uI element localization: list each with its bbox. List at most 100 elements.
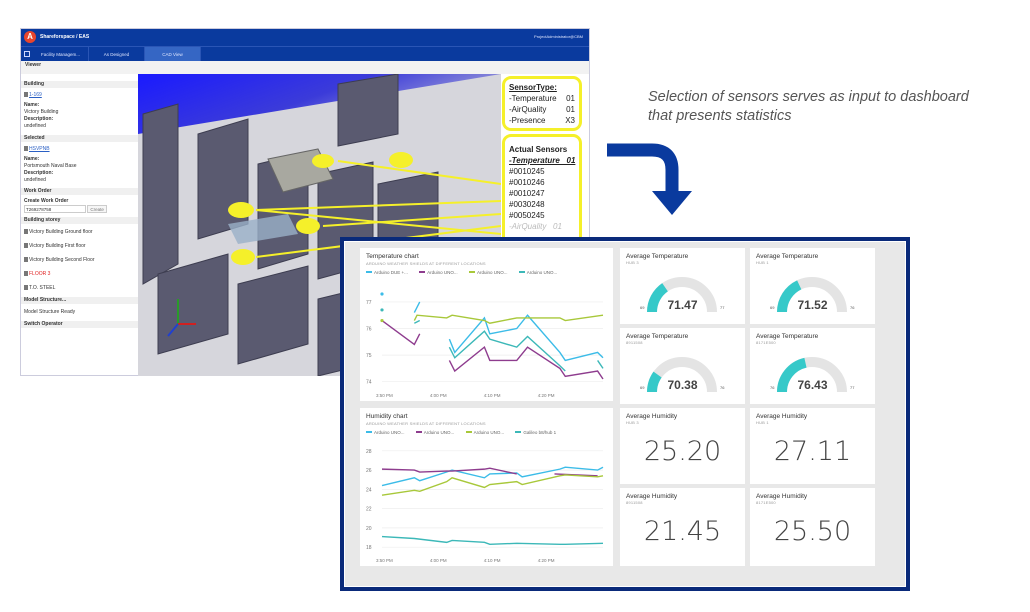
user-account[interactable]: ProjectAdministrator@CBM <box>534 34 583 39</box>
gauge-max-label: 77 <box>850 385 855 390</box>
sensor-id[interactable]: #0010245 <box>509 167 545 176</box>
sensor-id[interactable]: #0010246 <box>509 178 545 187</box>
series-point <box>380 292 384 296</box>
sensor-group-airquality[interactable]: -AirQuality 01 <box>509 222 562 231</box>
tile-subtitle: 8171E500 <box>756 500 776 505</box>
storey-item[interactable]: Victory Building First floor <box>29 243 86 250</box>
legend-item[interactable]: Arduino UNO... <box>415 430 454 435</box>
sensor-group-temperature[interactable]: -Temperature 01 <box>509 156 576 165</box>
sensor-type-name: -Presence <box>509 116 546 125</box>
legend-item[interactable]: Arduino UNO... <box>419 270 458 275</box>
humidity-chart-card[interactable]: Humidity chart ARDUINO WEATHER SHIELDS A… <box>360 408 613 566</box>
series-line <box>448 330 566 372</box>
selected-heading: Selected <box>21 135 138 142</box>
x-tick-label: 4:00 PM <box>430 558 447 563</box>
series-line <box>597 360 604 369</box>
sensor-type-name: -Temperature <box>509 94 557 103</box>
legend-item[interactable]: Arduino DUE +... <box>366 270 408 275</box>
gauge-min-label: 69 <box>640 385 645 390</box>
sensor-markers <box>228 152 413 265</box>
y-tick-label: 77 <box>366 300 372 306</box>
gauge-min-label: 69 <box>640 305 645 310</box>
x-tick-label: 4:20 PM <box>538 558 555 563</box>
tile-subtitle: HUB 1 <box>756 260 769 265</box>
storey-item[interactable]: T.O. STEEL <box>29 285 56 292</box>
y-tick-label: 18 <box>366 545 372 551</box>
app-title: Shareforspace / EAS <box>40 34 90 40</box>
sensor-id[interactable]: #0050245 <box>509 211 545 220</box>
storey-item[interactable]: Victory Building Ground floor <box>29 229 93 236</box>
average-temperature-tile[interactable]: Average Temperature 8171E500 76.43 76 77 <box>750 328 875 404</box>
average-temperature-tile[interactable]: Average Temperature 8911508 70.38 69 76 <box>620 328 745 404</box>
tab-as-designed[interactable]: As Designed <box>89 47 145 62</box>
legend-item[interactable]: Arduino UNO... <box>468 270 507 275</box>
sensor-id[interactable]: #0010247 <box>509 189 545 198</box>
sensor-type-count: 01 <box>566 94 575 103</box>
sensor-id[interactable]: #0030248 <box>509 200 545 209</box>
sensor-type-box: SensorType: -Temperature 01 -AirQuality 01… <box>502 76 582 131</box>
gauge-max-label: 77 <box>720 305 725 310</box>
tile-title: Average Temperature <box>626 253 689 260</box>
tab-facility-management[interactable]: Facility Managem... <box>33 47 89 62</box>
average-temperature-tile[interactable]: Average Temperature HUB 3 71.47 69 77 <box>620 248 745 324</box>
model-structure-heading: Model Structure... <box>21 297 138 305</box>
selected-name: Portsmouth Naval Base <box>24 163 77 169</box>
floor-icon <box>24 243 28 249</box>
series-point <box>380 318 384 323</box>
app-logo-icon: A <box>24 31 36 43</box>
tile-title: Average Humidity <box>756 493 808 500</box>
chart-subtitle: ARDUINO WEATHER SHIELDS AT DIFFERENT LOC… <box>366 421 486 426</box>
legend-item[interactable]: Galileo b8/hub 1 <box>515 430 556 435</box>
series-line <box>448 314 604 362</box>
storey-item-selected[interactable]: FLOOR 3 <box>29 271 51 278</box>
chart-legend: Arduino DUE +... Arduino UNO... Arduino … <box>366 270 567 275</box>
series-line <box>381 535 604 545</box>
selected-link[interactable]: HSVPNB <box>29 146 50 152</box>
create-work-order-label: Create Work Order <box>24 198 69 204</box>
gauge-max-label: 76 <box>720 385 725 390</box>
tile-subtitle: HUB 3 <box>626 420 639 425</box>
gauge-fill <box>647 283 669 313</box>
gauge-value: 71.52 <box>797 298 828 312</box>
gauge-max-label: 76 <box>850 305 855 310</box>
average-humidity-tile[interactable]: Average Humidity HUB 3 25.20 <box>620 408 745 484</box>
gauge-fill <box>777 280 802 313</box>
average-temperature-tile[interactable]: Average Temperature HUB 1 71.52 69 76 <box>750 248 875 324</box>
work-order-heading: Work Order <box>21 188 138 195</box>
tile-subtitle: HUB 3 <box>626 260 639 265</box>
floor-icon <box>24 285 28 291</box>
curved-arrow-icon <box>607 143 692 215</box>
building-link[interactable]: 1-169 <box>29 92 42 98</box>
dashboard: Temperature chart ARDUINO WEATHER SHIELD… <box>344 241 906 587</box>
average-humidity-tile[interactable]: Average Humidity HUB 1 27.11 <box>750 408 875 484</box>
y-tick-label: 75 <box>366 353 372 359</box>
series-point <box>380 308 384 312</box>
tab-cad-view[interactable]: CAD View <box>145 47 201 62</box>
name-label: Name: <box>24 102 40 108</box>
grid-menu-icon[interactable] <box>24 51 30 57</box>
tile-title: Average Humidity <box>756 413 808 420</box>
gauge-min-label: 76 <box>770 385 775 390</box>
building-icon <box>24 92 28 97</box>
y-tick-label: 24 <box>366 487 372 493</box>
y-tick-label: 74 <box>366 380 372 386</box>
humidity-value: 25.50 <box>773 516 852 547</box>
create-button[interactable]: Create <box>87 205 107 213</box>
chart-title: Humidity chart <box>366 413 408 420</box>
selected-description: undefined <box>24 177 46 183</box>
series-line <box>381 466 604 487</box>
legend-item[interactable]: Arduino UNO... <box>465 430 504 435</box>
work-order-input[interactable]: T269278758 <box>24 205 86 213</box>
storey-item[interactable]: Victory Building Second Floor <box>29 257 95 264</box>
temperature-chart-card[interactable]: Temperature chart ARDUINO WEATHER SHIELD… <box>360 248 613 401</box>
tile-subtitle: 8911508 <box>626 340 643 345</box>
building-description: undefined <box>24 123 46 129</box>
x-tick-label: 4:10 PM <box>484 393 501 398</box>
average-humidity-tile[interactable]: Average Humidity 8911508 21.45 <box>620 488 745 566</box>
tile-title: Average Temperature <box>756 253 819 260</box>
tile-title: Average Temperature <box>756 333 819 340</box>
average-humidity-tile[interactable]: Average Humidity 8171E500 25.50 <box>750 488 875 566</box>
legend-item[interactable]: Arduino UNO... <box>518 270 557 275</box>
humidity-value: 21.45 <box>643 516 722 547</box>
legend-item[interactable]: Arduino UNO... <box>366 430 405 435</box>
